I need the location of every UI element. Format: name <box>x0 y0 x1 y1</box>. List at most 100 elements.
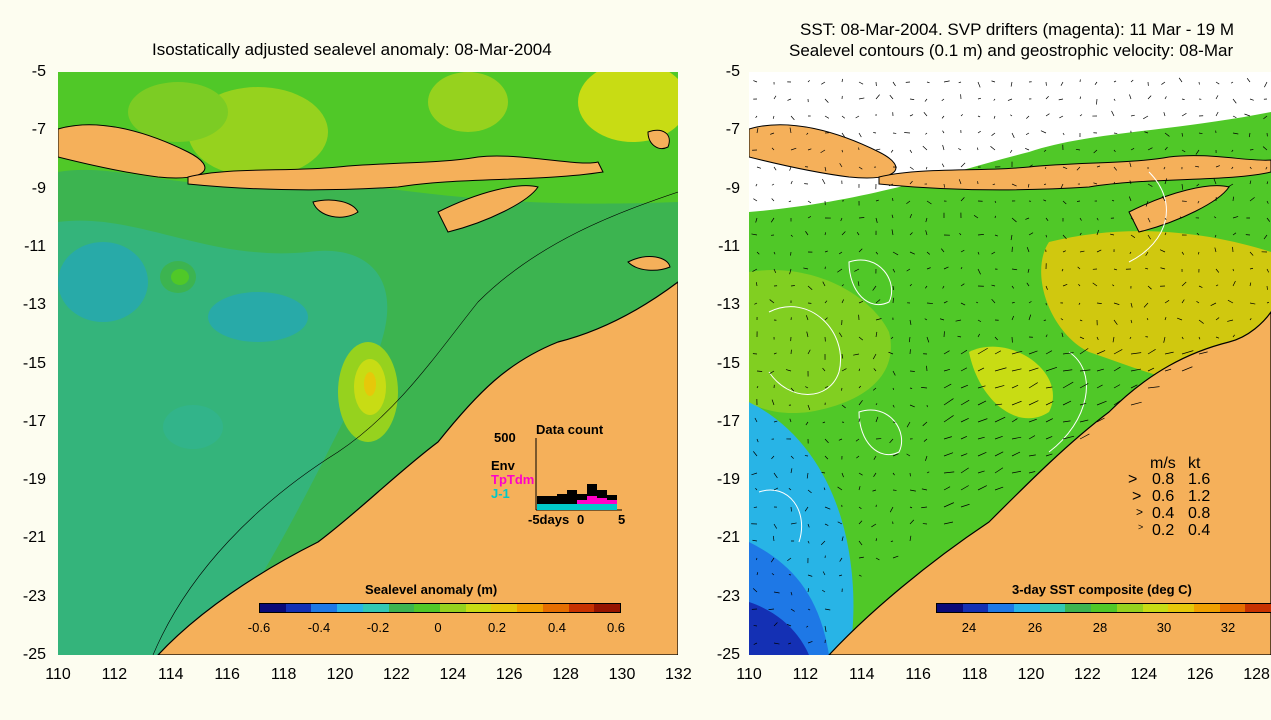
velocity-vector <box>807 574 813 577</box>
velocity-vector <box>909 251 915 255</box>
colorbar-swatch <box>440 604 466 612</box>
velocity-vector <box>773 622 778 627</box>
velocity-vector <box>1215 284 1219 287</box>
velocity-vector <box>824 250 828 253</box>
velocity-vector <box>1079 348 1089 355</box>
velocity-vector <box>1198 132 1203 135</box>
velocity-vector <box>926 336 930 343</box>
velocity-vector <box>841 299 844 304</box>
velocity-vector <box>1198 336 1201 340</box>
velocity-vector <box>841 231 846 236</box>
velocity-vector <box>820 149 826 154</box>
velocity-vector <box>756 572 759 576</box>
velocity-vector <box>1045 366 1058 372</box>
velocity-vector <box>824 232 827 236</box>
velocity-vector <box>976 301 979 304</box>
velocity-vector <box>890 540 894 542</box>
velocity-vector <box>858 400 863 406</box>
velocity-vector <box>1227 319 1234 322</box>
velocity-vector <box>751 472 758 476</box>
velocity-vector <box>977 347 988 355</box>
velocity-vector <box>841 284 844 287</box>
velocity-vector <box>820 540 826 546</box>
y-tick-label: -7 <box>31 121 46 139</box>
velocity-vector <box>1011 285 1015 289</box>
velocity-vector <box>1265 166 1268 170</box>
velocity-vector <box>1266 301 1270 304</box>
velocity-vector <box>768 608 775 610</box>
x-tick-label: 112 <box>101 666 128 683</box>
velocity-vector <box>1164 300 1170 304</box>
velocity-vector <box>909 232 913 236</box>
velocity-vector <box>1147 217 1151 223</box>
velocity-vector <box>977 81 981 88</box>
velocity-vector <box>994 200 997 204</box>
velocity-vector <box>1062 435 1075 440</box>
velocity-vector <box>858 300 864 304</box>
velocity-vector <box>1195 165 1200 168</box>
velocity-vector <box>871 523 877 528</box>
velocity-vector <box>807 349 811 355</box>
velocity-vector <box>994 385 1005 389</box>
velocity-vector <box>858 217 865 219</box>
velocity-vector <box>892 285 895 291</box>
velocity-vector <box>960 384 969 389</box>
velocity-vector <box>1060 318 1064 321</box>
velocity-vector <box>769 299 775 304</box>
velocity-vector <box>1079 433 1090 440</box>
velocity-vector <box>1227 299 1234 304</box>
velocity-vector <box>858 486 861 491</box>
velocity-vector <box>977 400 987 406</box>
y-tick-label: -5 <box>725 63 740 80</box>
left-colorbar <box>259 603 621 613</box>
left-map-title: Isostatically adjusted sealevel anomaly:… <box>152 40 552 59</box>
velocity-vector <box>771 147 775 151</box>
inset-xlabel-start: -5days <box>528 512 570 527</box>
velocity-vector <box>873 368 877 372</box>
velocity-vector <box>993 98 996 101</box>
velocity-vector <box>923 112 928 117</box>
velocity-vector <box>1096 400 1107 406</box>
velocity-vector <box>960 114 963 117</box>
velocity-vector <box>1181 183 1184 190</box>
velocity-vector <box>1058 98 1064 101</box>
velocity-vector <box>960 367 968 372</box>
velocity-vector <box>1244 113 1251 117</box>
inset-ymax-label: 500 <box>494 430 516 445</box>
velocity-vector <box>1147 367 1155 372</box>
velocity-vector <box>960 467 969 474</box>
velocity-vector <box>872 285 877 291</box>
velocity-vector <box>1062 369 1073 372</box>
y-tick-label: -17 <box>716 412 740 430</box>
velocity-vector <box>1130 79 1134 83</box>
velocity-vector <box>1197 251 1200 255</box>
velocity-vector <box>1129 336 1132 339</box>
velocity-vector <box>821 471 826 474</box>
velocity-vector <box>992 183 996 186</box>
velocity-vector <box>1009 149 1013 154</box>
velocity-vector <box>754 302 758 305</box>
velocity-vector <box>838 438 843 441</box>
velocity-vector <box>926 471 930 474</box>
colorbar-label: 26 <box>1027 620 1043 635</box>
velocity-vector <box>943 521 954 525</box>
velocity-vector <box>1230 81 1234 84</box>
velocity-vector <box>960 283 965 287</box>
velocity-vector <box>807 216 812 219</box>
velocity-vector <box>785 369 792 372</box>
y-tick-label: -13 <box>716 296 740 314</box>
velocity-vector <box>909 180 913 185</box>
velocity-vector <box>958 179 962 185</box>
velocity-vector <box>858 540 863 546</box>
inset-legend-tptdm: TpTdm <box>491 472 535 487</box>
velocity-vector <box>1181 98 1185 100</box>
velocity-vector <box>925 166 928 170</box>
velocity-vector <box>1093 182 1098 185</box>
velocity-vector <box>1147 147 1153 151</box>
velocity-vector <box>771 573 775 576</box>
velocity-vector <box>977 333 980 338</box>
velocity-vector <box>1113 319 1118 325</box>
velocity-vector <box>888 351 894 355</box>
velocity-vector <box>994 350 1002 355</box>
velocity-vector <box>773 523 778 529</box>
